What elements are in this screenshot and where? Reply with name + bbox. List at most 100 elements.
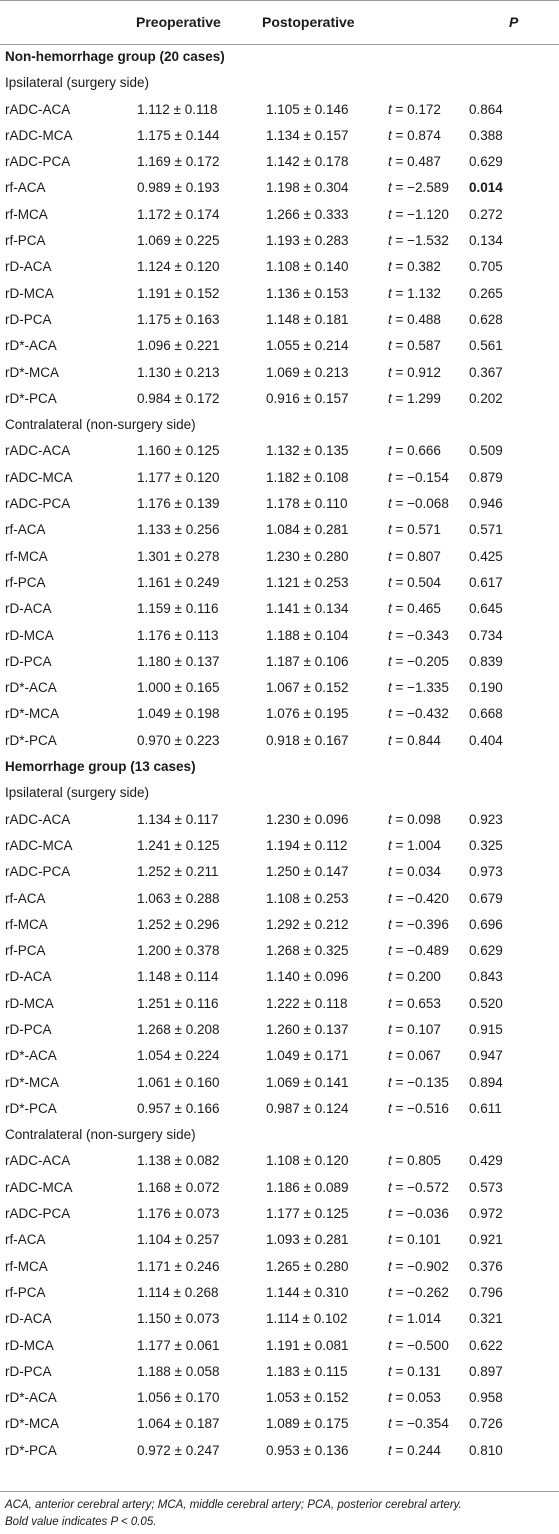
t-statistic: t = 0.844 [388, 728, 441, 754]
preoperative-value: 1.176 ± 0.139 [137, 496, 220, 512]
p-value: 0.520 [469, 995, 503, 1011]
postoperative-value: 1.183 ± 0.115 [266, 1363, 348, 1379]
table-row: rD*-MCA 1.130 ± 0.213 1.069 ± 0.213 t = 0.9… [0, 360, 559, 386]
row-label: rf-PCA [5, 233, 46, 249]
t-value: −1.335 [407, 680, 449, 696]
t-symbol: t [388, 101, 392, 117]
row-label: rf-MCA [5, 206, 48, 222]
row-label: rD*-PCA [5, 390, 57, 406]
p-value: 0.629 [469, 154, 503, 170]
p-value: 0.696 [469, 916, 503, 932]
postoperative-value: 1.108 ± 0.253 [266, 890, 349, 906]
preoperative-value: 1.054 ± 0.224 [137, 1048, 220, 1064]
t-equals: = [391, 706, 408, 722]
table-row: rf-PCA 1.161 ± 0.249 1.121 ± 0.253 t = 0.50… [0, 570, 559, 596]
row-label: rf-PCA [5, 1284, 46, 1300]
p-value: 0.321 [469, 1311, 503, 1327]
t-statistic: t = −0.500 [388, 1333, 449, 1359]
t-equals: = [391, 1442, 408, 1458]
postoperative-value: 1.053 ± 0.152 [266, 1390, 349, 1406]
t-statistic: t = 0.504 [388, 570, 441, 596]
row-label: rD-PCA [5, 653, 52, 669]
p-value: 0.617 [469, 574, 503, 590]
preoperative-value: 1.159 ± 0.116 [137, 601, 219, 617]
preoperative-value: 1.063 ± 0.288 [137, 890, 220, 906]
table-row: rf-ACA 0.989 ± 0.193 1.198 ± 0.304 t = −2.5… [0, 175, 559, 201]
t-statistic: t = 0.571 [388, 517, 441, 543]
t-value: 0.098 [407, 811, 441, 827]
postoperative-value: 1.292 ± 0.212 [266, 916, 349, 932]
preoperative-value: 0.970 ± 0.223 [137, 732, 220, 748]
t-statistic: t = −0.154 [388, 465, 449, 491]
preoperative-value: 1.251 ± 0.116 [137, 995, 219, 1011]
p-value: 0.915 [469, 1021, 503, 1037]
t-statistic: t = −0.516 [388, 1096, 449, 1122]
preoperative-value: 1.200 ± 0.378 [137, 943, 220, 959]
t-equals: = [391, 837, 408, 853]
t-statistic: t = 0.034 [388, 859, 441, 885]
t-value: −0.516 [407, 1100, 449, 1116]
t-equals: = [391, 601, 408, 617]
t-statistic: t = −0.420 [388, 886, 449, 912]
table-row: rD-PCA 1.175 ± 0.163 1.148 ± 0.181 t = 0.48… [0, 307, 559, 333]
t-equals: = [391, 206, 408, 222]
row-label: rf-PCA [5, 574, 46, 590]
postoperative-value: 1.186 ± 0.089 [266, 1179, 349, 1195]
preoperative-value: 1.175 ± 0.163 [137, 311, 220, 327]
row-label: rD-MCA [5, 995, 54, 1011]
t-statistic: t = −0.489 [388, 938, 449, 964]
preoperative-value: 1.161 ± 0.249 [137, 574, 220, 590]
t-symbol: t [388, 259, 392, 275]
p-value: 0.611 [469, 1100, 502, 1116]
row-label: rADC-ACA [5, 1153, 71, 1169]
table-row: rf-MCA 1.172 ± 0.174 1.266 ± 0.333 t = −1.1… [0, 202, 559, 228]
heading-label: Contralateral (non-surgery side) [5, 417, 196, 433]
t-symbol: t [388, 732, 392, 748]
t-symbol: t [388, 653, 392, 669]
preoperative-value: 1.180 ± 0.137 [137, 653, 220, 669]
p-value: 0.921 [469, 1232, 503, 1248]
table-row: rADC-MCA 1.241 ± 0.125 1.194 ± 0.112 t = 1.… [0, 833, 559, 859]
t-value: −0.902 [407, 1258, 449, 1274]
t-symbol: t [388, 890, 392, 906]
p-value: 0.573 [469, 1179, 503, 1195]
postoperative-value: 1.250 ± 0.147 [266, 864, 349, 880]
row-label: rf-MCA [5, 1258, 48, 1274]
t-symbol: t [388, 943, 392, 959]
t-symbol: t [388, 469, 392, 485]
p-value: 0.388 [469, 127, 503, 143]
t-equals: = [391, 890, 408, 906]
p-value: 0.946 [469, 496, 503, 512]
postoperative-value: 1.198 ± 0.304 [266, 180, 349, 196]
postoperative-value: 1.268 ± 0.325 [266, 943, 349, 959]
preoperative-value: 1.096 ± 0.221 [137, 338, 220, 354]
t-value: −0.205 [407, 653, 449, 669]
preoperative-value: 1.049 ± 0.198 [137, 706, 220, 722]
t-value: −0.343 [407, 627, 449, 643]
postoperative-value: 1.105 ± 0.146 [266, 101, 349, 117]
t-symbol: t [388, 995, 392, 1011]
postoperative-value: 1.089 ± 0.175 [266, 1416, 349, 1432]
t-equals: = [391, 101, 408, 117]
preoperative-value: 1.177 ± 0.061 [137, 1337, 220, 1353]
header-p: P [509, 14, 519, 30]
row-label: rf-MCA [5, 916, 48, 932]
row-label: rD-ACA [5, 969, 52, 985]
t-symbol: t [388, 1363, 392, 1379]
side-heading-row: Contralateral (non-surgery side) [0, 412, 559, 438]
t-statistic: t = −0.262 [388, 1280, 449, 1306]
t-statistic: t = 0.653 [388, 991, 441, 1017]
header-postoperative: Postoperative [262, 14, 355, 30]
table-row: rD*-PCA 0.970 ± 0.223 0.918 ± 0.167 t = 0.8… [0, 728, 559, 754]
t-symbol: t [388, 154, 392, 170]
t-symbol: t [388, 338, 392, 354]
p-value: 0.843 [469, 969, 503, 985]
t-value: 0.465 [407, 601, 441, 617]
postoperative-value: 1.142 ± 0.178 [266, 154, 349, 170]
table-row: rf-MCA 1.171 ± 0.246 1.265 ± 0.280 t = −0.9… [0, 1254, 559, 1280]
p-value: 0.325 [469, 837, 503, 853]
preoperative-value: 1.064 ± 0.187 [137, 1416, 220, 1432]
t-value: 0.912 [407, 364, 441, 380]
t-symbol: t [388, 601, 392, 617]
t-statistic: t = 0.874 [388, 123, 441, 149]
